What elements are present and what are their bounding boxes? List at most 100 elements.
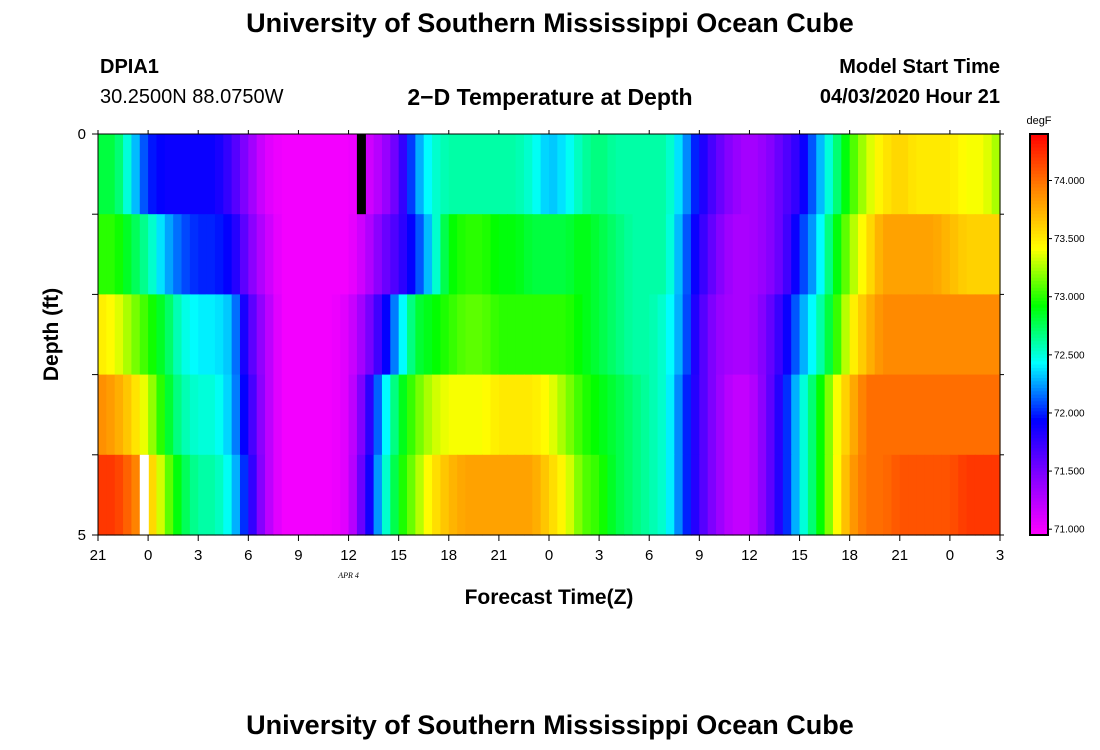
colorbar-cell [1030,257,1048,262]
colorbar-cell [1030,314,1048,319]
heatmap-cell [256,214,266,295]
heatmap-cell [298,374,308,456]
heatmap-cell [373,214,383,295]
heatmap-cell [590,374,600,456]
colorbar-cell [1030,334,1048,339]
heatmap-cell [624,214,634,295]
heatmap-cell [599,294,609,376]
heatmap-cell [732,134,742,215]
heatmap-cell [574,454,584,536]
heatmap-cell [665,374,675,456]
heatmap-cell [640,134,650,215]
heatmap-cell [306,294,316,376]
heatmap-cell [473,454,483,536]
heatmap-cell [682,134,692,215]
heatmap-cell [131,134,141,215]
heatmap-cell [791,134,801,215]
heatmap-cell [732,454,742,536]
heatmap-cell [707,134,717,215]
heatmap-cell [991,134,1001,215]
heatmap-cell [407,374,416,456]
heatmap-cell [298,454,308,536]
colorbar-cell [1030,237,1048,242]
heatmap-cell [824,374,834,456]
heatmap-cell [298,134,308,215]
heatmap-cell [432,374,442,456]
heatmap-cell [306,214,316,295]
heatmap-cell [114,374,124,456]
colorbar-cell [1030,271,1048,275]
heatmap-cell [749,134,759,215]
heatmap-cell [624,294,634,376]
heatmap-cell [958,134,968,215]
heatmap-cell [974,374,984,456]
heatmap-cell [565,134,575,215]
colorbar-cell [1030,418,1048,422]
colorbar-cell [1030,504,1048,509]
heatmap-cell [423,294,433,376]
heatmap-cell [724,214,734,295]
heatmap-cell [807,374,817,456]
heatmap-cell [774,294,784,376]
heatmap-cell [991,294,1001,376]
heatmap-cell [883,454,893,536]
heatmap-cell [407,134,416,215]
heatmap-cell [816,294,826,376]
heatmap-cell [415,214,425,295]
colorbar-cell [1030,210,1048,215]
heatmap-cell [557,454,567,536]
heatmap-cell [315,454,325,536]
heatmap-cell [699,294,709,376]
heatmap-cell [766,134,776,215]
heatmap-cell [265,454,274,536]
x-tick-label: 3 [996,547,1004,564]
heatmap-cell [448,134,458,215]
heatmap-cell [690,454,700,536]
heatmap-cell [699,134,709,215]
heatmap-cell [523,454,533,536]
heatmap-cell [732,214,742,295]
heatmap-cell [498,454,508,536]
heatmap-cell [540,134,550,215]
heatmap-cell [916,374,926,456]
heatmap-cell [106,374,116,456]
heatmap-cell [265,214,274,295]
heatmap-cell [114,214,124,295]
colorbar-cell [1030,240,1048,245]
colorbar-cell [1030,498,1048,503]
colorbar-cell [1030,177,1048,182]
heatmap-cell [724,294,734,376]
heatmap-cell [674,214,684,295]
heatmap-cell [239,294,249,376]
heatmap-cell [106,294,116,376]
heatmap-cell [365,294,375,376]
colorbar-cell [1030,501,1048,506]
heatmap-cell [699,374,709,456]
heatmap-cell [832,454,842,536]
heatmap-cell [465,374,475,456]
colorbar-cell [1030,528,1048,533]
heatmap-cell [239,134,249,215]
heatmap-cell [515,134,525,215]
heatmap-cell [181,294,191,376]
heatmap-cell [248,214,258,295]
heatmap-cell [281,374,291,456]
heatmap-cell [883,374,893,456]
heatmap-cell [549,134,558,215]
heatmap-cell [148,454,158,536]
heatmap-cell [373,134,383,215]
heatmap-cell [223,214,233,295]
heatmap-cell [632,374,642,456]
colorbar-cell [1030,284,1048,289]
heatmap-cell [883,214,893,295]
colorbar-cell [1030,147,1048,152]
heatmap-cell [273,214,283,295]
heatmap-cell [549,374,558,456]
heatmap-cell [983,134,993,215]
heatmap-cell [331,214,341,295]
heatmap-cell [473,374,483,456]
colorbar-cell [1030,144,1048,148]
heatmap-cell [123,454,133,536]
heatmap-cell [799,134,809,215]
heatmap-cell [398,134,408,215]
